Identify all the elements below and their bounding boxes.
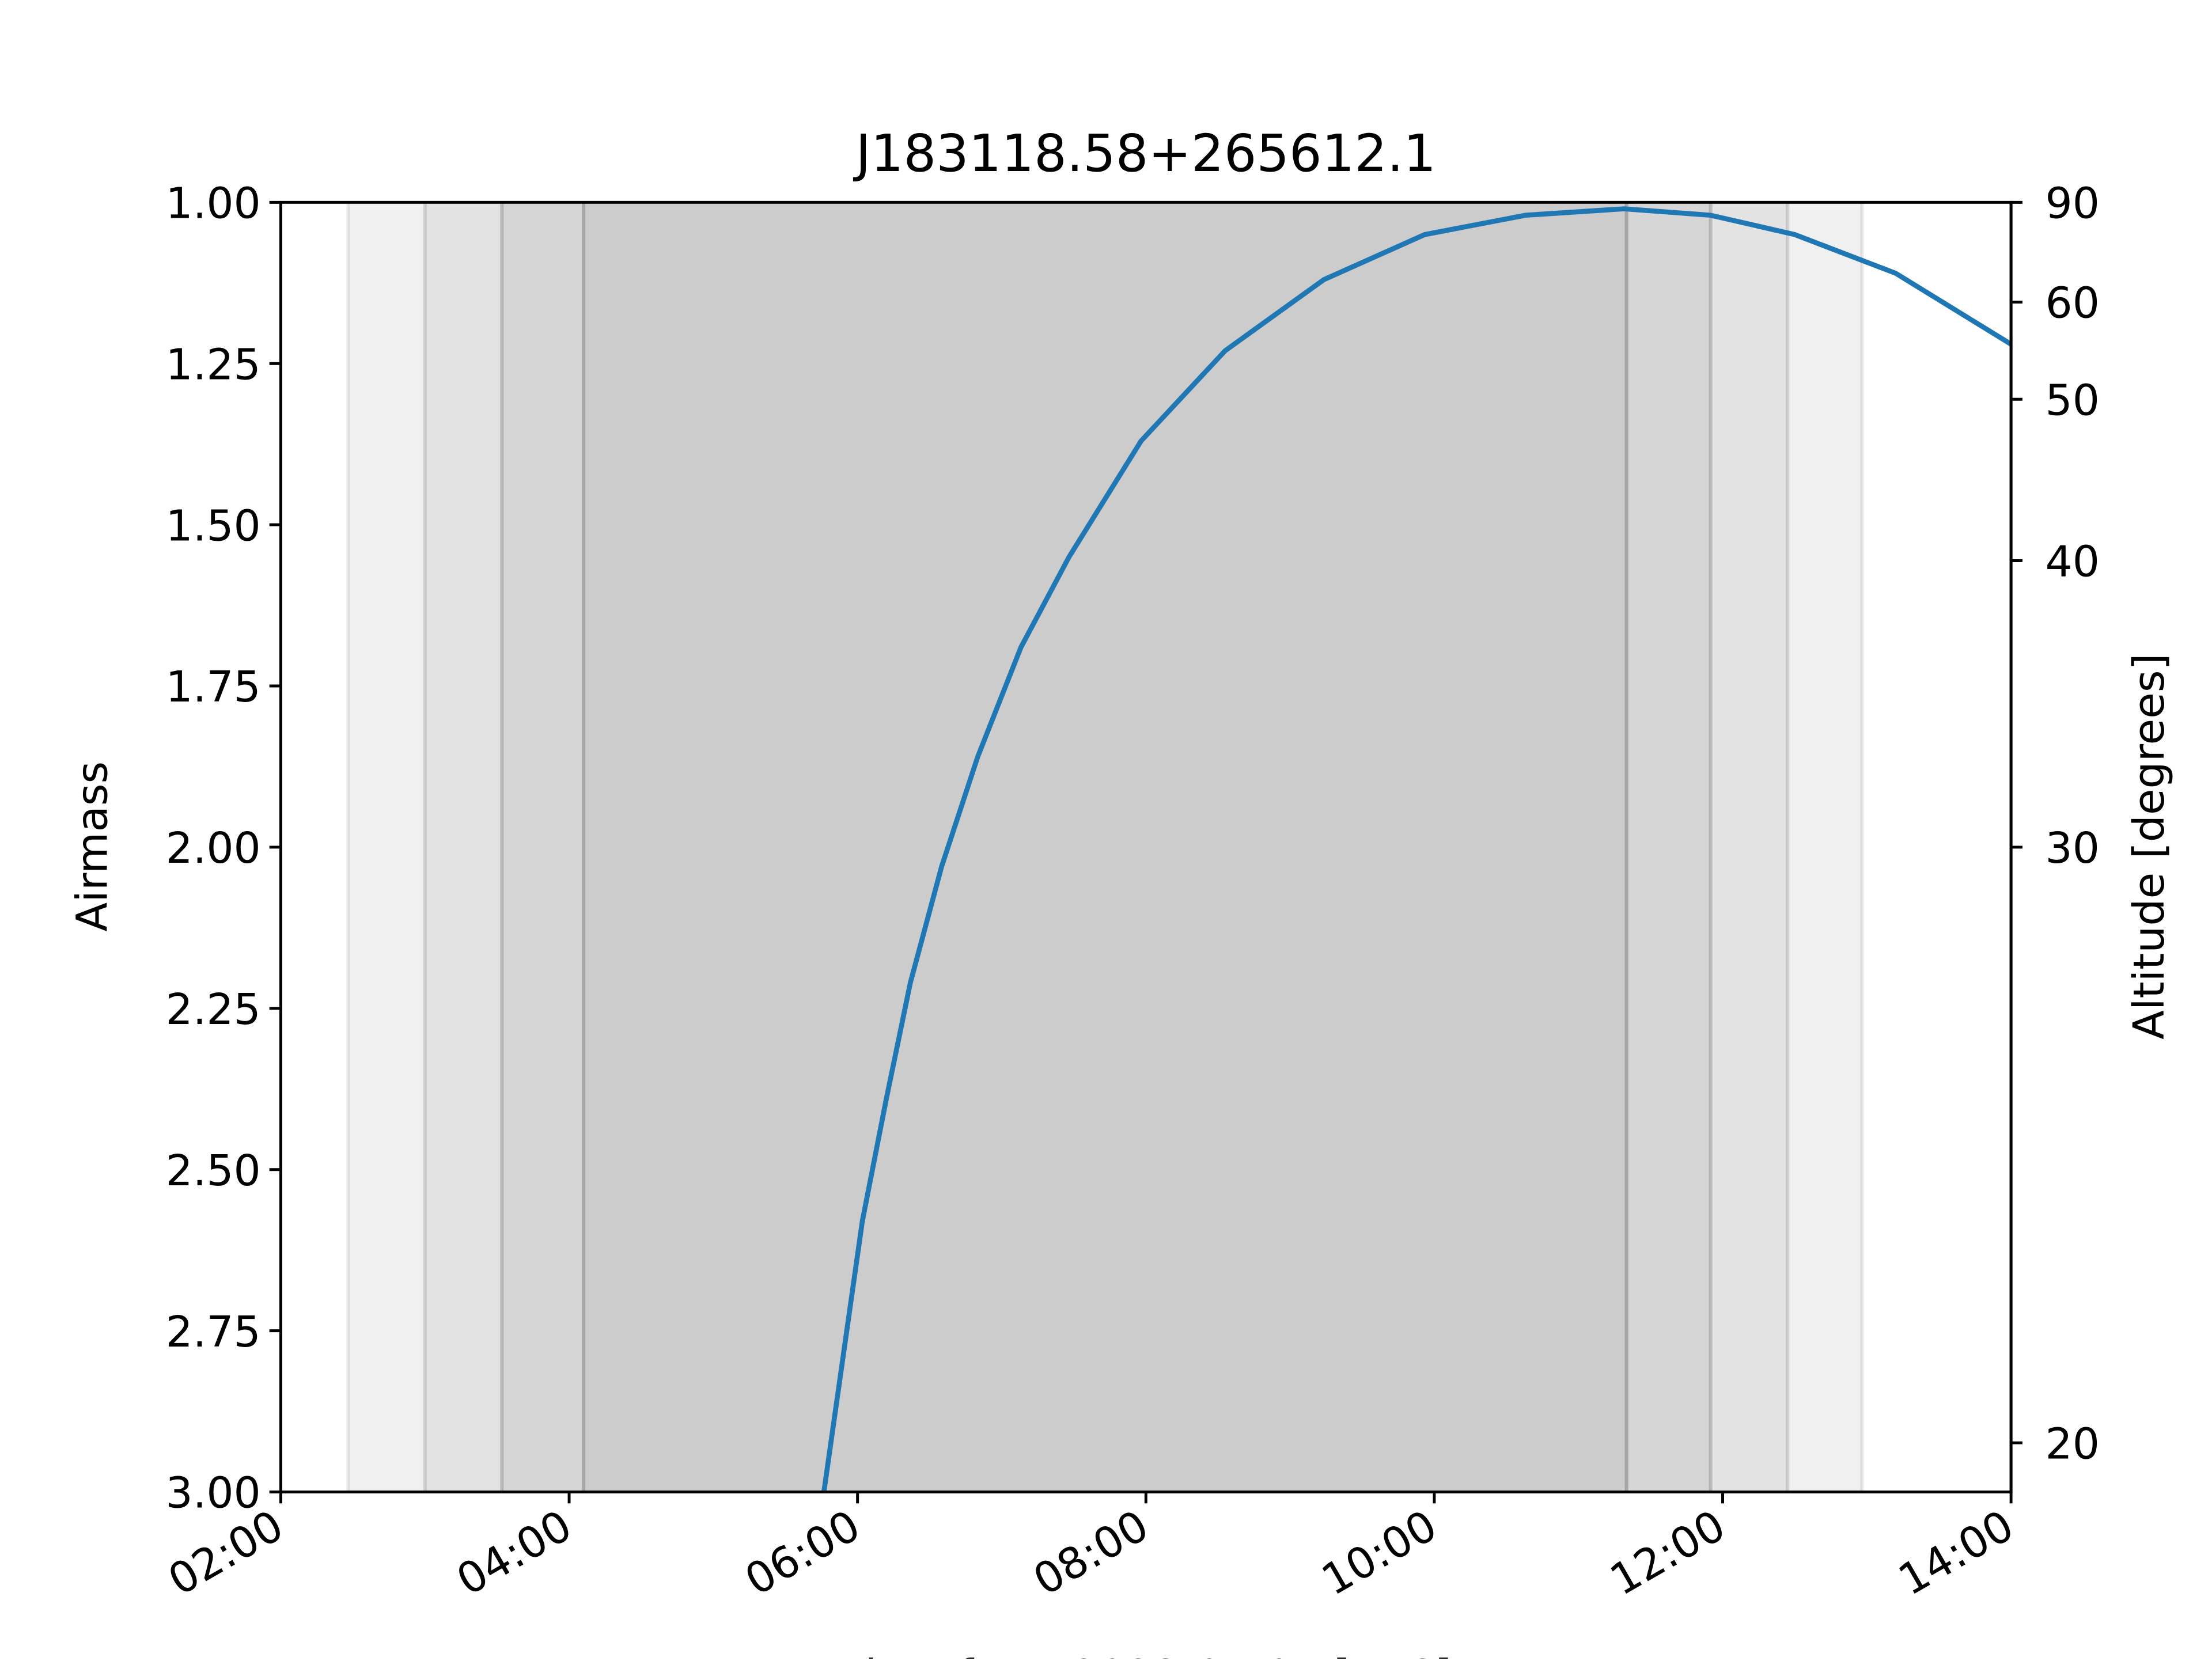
y-tick-label: 1.75 [166, 662, 261, 712]
y-axis-label: Airmass [67, 761, 118, 932]
x-tick-label: 12:00 [1602, 1500, 1734, 1605]
y-tick-label: 2.00 [166, 823, 261, 873]
chart-title: J183118.58+265612.1 [853, 124, 1436, 184]
y-tick-label: 2.25 [166, 984, 261, 1034]
y-tick-label: 1.25 [166, 339, 261, 389]
y-tick-label: 3.00 [166, 1468, 261, 1518]
y2-tick-label: 40 [2046, 537, 2100, 587]
y2-tick-label: 50 [2046, 375, 2100, 425]
y-tick-label: 1.50 [166, 500, 261, 551]
y-tick-label: 2.75 [166, 1307, 261, 1357]
y2-tick-label: 30 [2046, 823, 2100, 873]
y2-tick-label: 90 [2046, 179, 2100, 229]
x-tick-label: 14:00 [1890, 1500, 2022, 1605]
y2-tick-label: 60 [2046, 278, 2100, 328]
x-tick-label: 10:00 [1313, 1500, 1445, 1605]
y-tick-label: 1.00 [166, 179, 261, 229]
x-tick-label: 08:00 [1025, 1500, 1157, 1605]
y2-tick-label: 20 [2046, 1419, 2100, 1469]
y-tick-label: 2.50 [166, 1146, 261, 1196]
shaded-region [584, 202, 1627, 1492]
data-line [821, 206, 2013, 1493]
x-tick-label: 06:00 [737, 1500, 869, 1605]
x-tick-label: 04:00 [448, 1500, 580, 1605]
x-axis-label: Time from 2023-05-07 [UTC] [840, 1650, 1452, 1659]
y2-axis-label: Altitude [degrees] [2124, 654, 2174, 1040]
